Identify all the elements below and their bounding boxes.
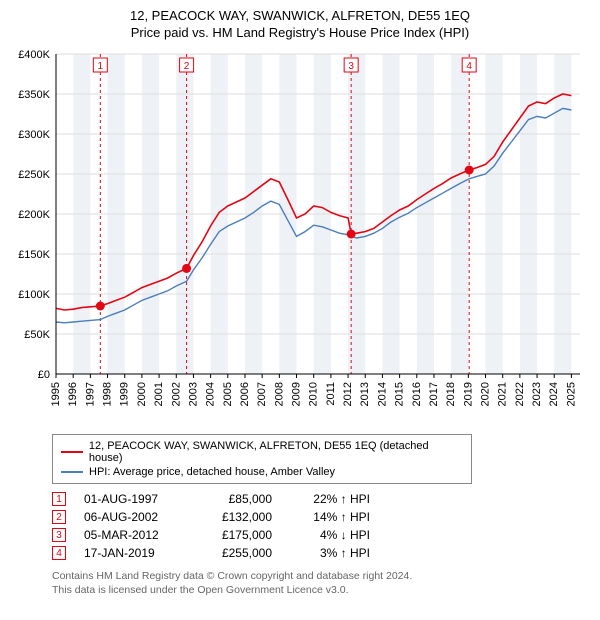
svg-text:2020: 2020 (480, 382, 492, 406)
svg-text:1: 1 (98, 61, 104, 72)
svg-text:1997: 1997 (84, 382, 96, 406)
svg-text:1996: 1996 (67, 382, 79, 406)
svg-text:2005: 2005 (222, 382, 234, 406)
legend-swatch (61, 451, 83, 453)
transaction-row: 2 06-AUG-2002 £132,000 14% ↑ HPI (52, 508, 588, 526)
svg-text:£150K: £150K (18, 249, 50, 261)
svg-text:£400K: £400K (18, 49, 50, 61)
svg-text:2008: 2008 (273, 382, 285, 406)
transaction-marker: 4 (52, 546, 66, 560)
footnote-line1: Contains HM Land Registry data © Crown c… (52, 570, 588, 584)
transaction-price: £175,000 (202, 528, 272, 542)
svg-text:2024: 2024 (548, 382, 560, 406)
svg-text:2017: 2017 (428, 382, 440, 406)
chart-title-sub: Price paid vs. HM Land Registry's House … (12, 25, 588, 40)
svg-text:2012: 2012 (342, 382, 354, 406)
svg-text:2023: 2023 (531, 382, 543, 406)
transaction-date: 01-AUG-1997 (84, 492, 184, 506)
legend-row: 12, PEACOCK WAY, SWANWICK, ALFRETON, DE5… (61, 439, 463, 465)
svg-text:2011: 2011 (325, 382, 337, 406)
svg-text:2022: 2022 (514, 382, 526, 406)
transaction-marker: 2 (52, 510, 66, 524)
svg-text:2010: 2010 (308, 382, 320, 406)
chart-svg: £0 £50K £100K £150K £200K £250K £300K £350K £400… (12, 44, 588, 424)
svg-text:2019: 2019 (462, 382, 474, 406)
transaction-date: 05-MAR-2012 (84, 528, 184, 542)
svg-text:2009: 2009 (291, 382, 303, 406)
svg-text:2018: 2018 (445, 382, 457, 406)
svg-text:£250K: £250K (18, 169, 50, 181)
transaction-diff: 14% ↑ HPI (290, 510, 370, 524)
svg-text:2002: 2002 (170, 382, 182, 406)
legend-label: 12, PEACOCK WAY, SWANWICK, ALFRETON, DE5… (89, 440, 463, 464)
footnote: Contains HM Land Registry data © Crown c… (52, 570, 588, 597)
svg-text:2014: 2014 (376, 382, 388, 406)
transaction-diff: 22% ↑ HPI (290, 492, 370, 506)
svg-text:2007: 2007 (256, 382, 268, 406)
svg-text:3: 3 (348, 61, 354, 72)
transaction-marker: 3 (52, 528, 66, 542)
transaction-date: 06-AUG-2002 (84, 510, 184, 524)
svg-text:2016: 2016 (411, 382, 423, 406)
transaction-price: £255,000 (202, 546, 272, 560)
transaction-diff: 4% ↓ HPI (290, 528, 370, 542)
svg-text:2000: 2000 (136, 382, 148, 406)
transaction-date: 17-JAN-2019 (84, 546, 184, 560)
legend: 12, PEACOCK WAY, SWANWICK, ALFRETON, DE5… (52, 434, 472, 484)
transaction-price: £132,000 (202, 510, 272, 524)
svg-text:2003: 2003 (187, 382, 199, 406)
legend-label: HPI: Average price, detached house, Ambe… (89, 466, 335, 478)
svg-text:£300K: £300K (18, 129, 50, 141)
svg-text:£350K: £350K (18, 89, 50, 101)
transaction-row: 4 17-JAN-2019 £255,000 3% ↑ HPI (52, 544, 588, 562)
svg-text:1995: 1995 (50, 382, 62, 406)
svg-text:4: 4 (466, 61, 472, 72)
svg-text:2004: 2004 (205, 382, 217, 406)
svg-text:2021: 2021 (497, 382, 509, 406)
transaction-marker: 1 (52, 492, 66, 506)
transaction-price: £85,000 (202, 492, 272, 506)
transaction-row: 3 05-MAR-2012 £175,000 4% ↓ HPI (52, 526, 588, 544)
svg-text:1999: 1999 (119, 382, 131, 406)
svg-text:2: 2 (184, 61, 190, 72)
svg-text:2006: 2006 (239, 382, 251, 406)
transaction-table: 1 01-AUG-1997 £85,000 22% ↑ HPI 2 06-AUG-2002… (52, 490, 588, 562)
legend-row: HPI: Average price, detached house, Ambe… (61, 465, 463, 479)
legend-swatch (61, 471, 83, 473)
transaction-diff: 3% ↑ HPI (290, 546, 370, 560)
svg-text:2015: 2015 (394, 382, 406, 406)
svg-text:2001: 2001 (153, 382, 165, 406)
svg-text:£0: £0 (38, 369, 50, 381)
svg-text:2013: 2013 (359, 382, 371, 406)
svg-text:£100K: £100K (18, 289, 50, 301)
footnote-line2: This data is licensed under the Open Gov… (52, 584, 588, 598)
svg-text:2025: 2025 (565, 382, 577, 406)
price-chart: £0 £50K £100K £150K £200K £250K £300K £350K £400… (12, 44, 588, 424)
chart-title-main: 12, PEACOCK WAY, SWANWICK, ALFRETON, DE5… (12, 8, 588, 23)
svg-text:£50K: £50K (24, 329, 50, 341)
transaction-row: 1 01-AUG-1997 £85,000 22% ↑ HPI (52, 490, 588, 508)
chart-title-block: 12, PEACOCK WAY, SWANWICK, ALFRETON, DE5… (12, 8, 588, 40)
svg-text:£200K: £200K (18, 209, 50, 221)
svg-text:1998: 1998 (102, 382, 114, 406)
